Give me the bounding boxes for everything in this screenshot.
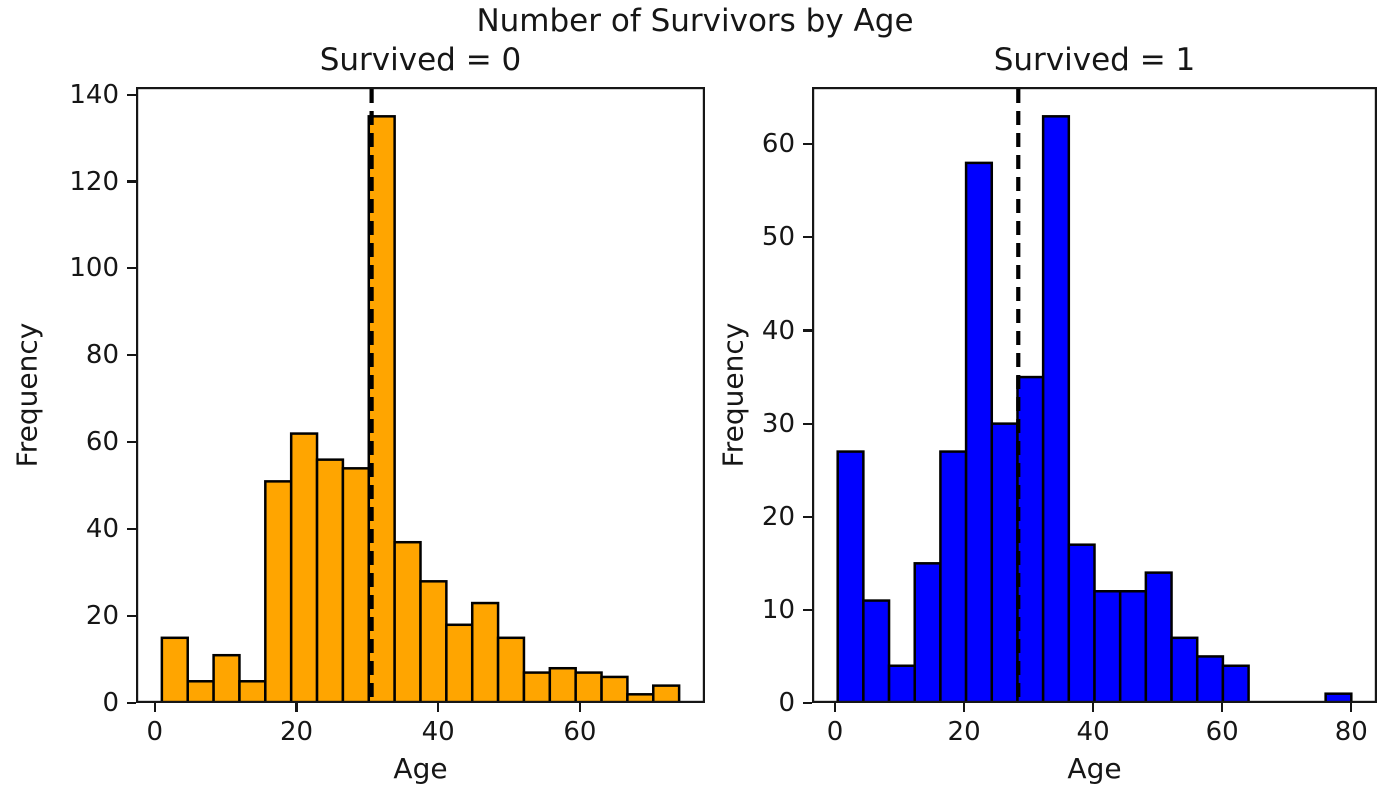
axes-spines: [812, 87, 1377, 703]
x-tick-mark: [833, 703, 837, 712]
histogram-bar: [186, 680, 215, 703]
y-tick-mark: [803, 608, 812, 611]
histogram-bar: [264, 480, 293, 703]
y-tick-mark: [127, 701, 136, 705]
x-tick-label: 0: [826, 717, 844, 747]
histogram-bar: [1041, 115, 1071, 703]
histogram-bar: [887, 664, 916, 703]
histogram-bar: [393, 540, 422, 703]
histogram-bar: [496, 636, 526, 703]
histogram-bar: [1324, 692, 1353, 703]
y-tick-label: 30: [761, 408, 795, 439]
histogram-bar: [1144, 571, 1173, 703]
y-tick-label: 120: [69, 166, 119, 197]
y-tick-mark: [127, 267, 136, 270]
histogram-plot: [136, 87, 705, 703]
axes-area: [812, 87, 1377, 703]
y-tick-label: 80: [85, 340, 119, 371]
x-tick-label: 40: [1076, 717, 1110, 747]
histogram-bar: [836, 450, 865, 703]
x-tick-label: 20: [279, 717, 314, 747]
histogram-bar: [341, 467, 371, 703]
histogram-bar: [990, 422, 1019, 703]
y-tick-label: 40: [761, 315, 795, 346]
subplot-title: Survived = 0: [319, 42, 522, 78]
y-tick-label: 20: [85, 601, 119, 632]
x-tick-label: 60: [1205, 717, 1239, 747]
y-tick-mark: [803, 236, 812, 239]
axes-spines: [136, 87, 705, 703]
y-tick-mark: [127, 528, 136, 531]
histogram-bar: [522, 671, 552, 703]
y-tick-label: 0: [778, 688, 795, 718]
histogram-bar: [939, 450, 968, 703]
y-tick-mark: [127, 180, 136, 183]
histogram-bar: [574, 671, 603, 703]
y-tick-label: 50: [761, 222, 795, 253]
y-tick-label: 10: [761, 594, 795, 625]
x-tick-mark: [1221, 703, 1224, 712]
y-tick-label: 100: [69, 253, 119, 284]
x-tick-mark: [963, 703, 966, 712]
histogram-bar: [1067, 543, 1096, 703]
histogram-bar: [1016, 375, 1045, 703]
histogram-plot: [812, 87, 1377, 703]
x-tick-mark: [437, 703, 440, 712]
axes-area: [136, 87, 705, 703]
x-tick-label: 80: [1334, 717, 1368, 747]
x-tick-label: 0: [146, 717, 164, 747]
x-tick-mark: [153, 703, 156, 712]
y-tick-mark: [127, 615, 136, 618]
y-tick-mark: [803, 701, 812, 705]
histogram-bar: [445, 623, 474, 703]
histogram-bar: [1195, 655, 1225, 703]
histogram-bar: [289, 432, 319, 703]
y-tick-label: 60: [85, 427, 119, 458]
x-tick-label: 60: [563, 717, 597, 747]
histogram-bar: [160, 636, 189, 703]
histogram-bar: [238, 680, 267, 703]
histogram-bar: [212, 653, 241, 703]
histogram-bar: [862, 599, 891, 703]
x-axis-label: Age: [393, 752, 448, 785]
histogram-bar: [470, 601, 500, 703]
histogram-bar: [1170, 636, 1199, 703]
y-tick-mark: [127, 93, 136, 96]
histogram-bar: [652, 684, 681, 703]
y-tick-label: 140: [69, 79, 119, 110]
histogram-bar: [964, 161, 994, 703]
x-tick-mark: [578, 703, 581, 712]
x-tick-label: 20: [947, 717, 981, 747]
x-axis-label: Age: [1067, 752, 1122, 785]
y-tick-label: 20: [761, 501, 795, 532]
figure-suptitle: Number of Survivors by Age: [476, 3, 914, 39]
histogram-bar: [548, 666, 577, 703]
y-tick-mark: [803, 143, 812, 146]
y-tick-mark: [127, 354, 136, 357]
y-tick-mark: [803, 422, 812, 425]
subplot-title: Survived = 1: [993, 42, 1196, 78]
histogram-bar: [1221, 664, 1250, 703]
histogram-bar: [600, 675, 629, 703]
y-tick-label: 0: [102, 688, 119, 718]
histogram-bar: [315, 458, 345, 703]
x-tick-label: 40: [421, 717, 455, 747]
x-tick-mark: [1092, 703, 1095, 712]
y-tick-mark: [127, 441, 136, 444]
histogram-bar: [419, 580, 448, 703]
y-tick-mark: [803, 515, 812, 518]
histogram-bar: [1093, 590, 1122, 703]
histogram-bar: [913, 562, 942, 703]
y-tick-label: 40: [85, 514, 119, 545]
x-tick-mark: [1350, 703, 1353, 712]
y-tick-mark: [803, 329, 812, 332]
histogram-bar: [1118, 590, 1148, 703]
x-tick-mark: [295, 703, 298, 712]
y-tick-label: 60: [761, 129, 795, 160]
